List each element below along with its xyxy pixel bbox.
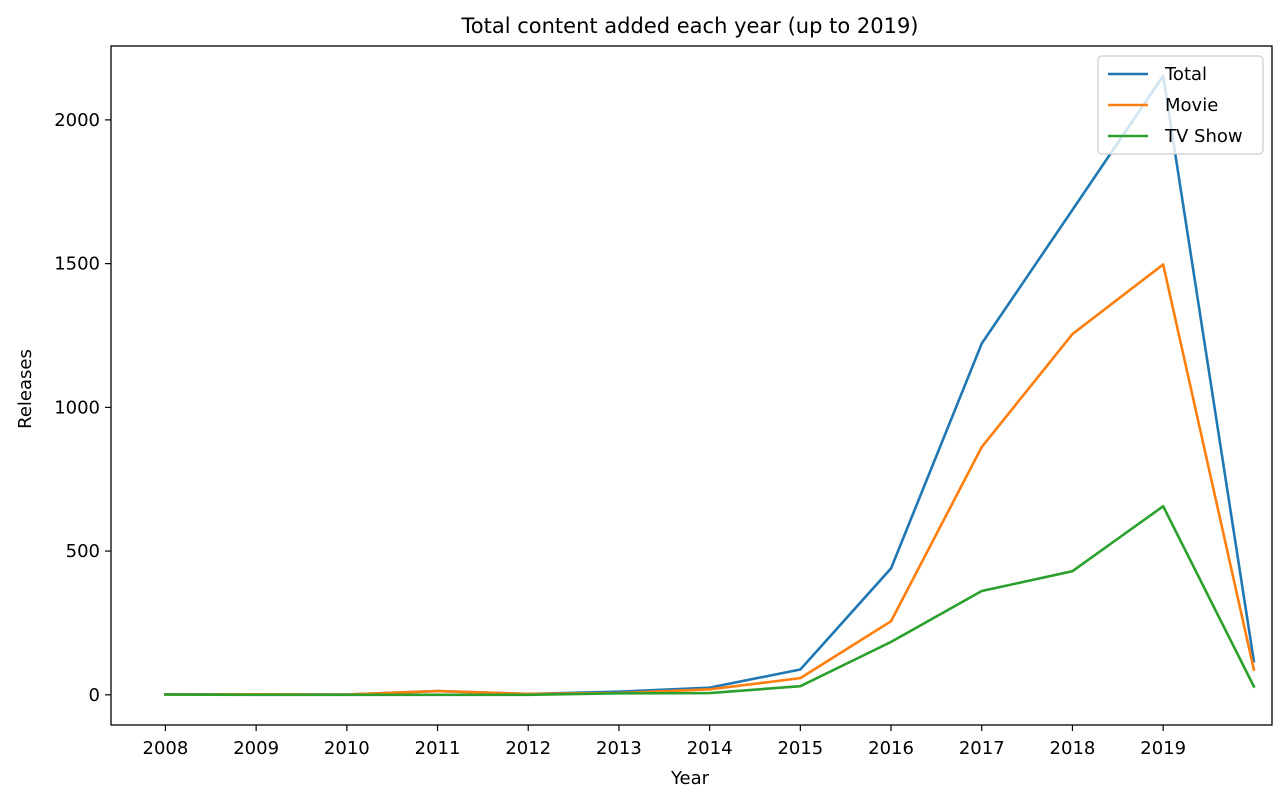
x-tick-label: 2013: [596, 738, 642, 759]
x-tick-label: 2019: [1140, 738, 1186, 759]
x-tick-label: 2014: [687, 738, 733, 759]
axis-ticks: 2008 2009 2010 2011 2012 2013 2014 2015 2016 2017…: [54, 110, 1186, 759]
legend-label: Movie: [1165, 95, 1218, 116]
x-axis-label: Year: [670, 768, 710, 789]
chart-title: Total content added each year (up to 201…: [461, 14, 919, 38]
y-tick-label: 0: [89, 685, 100, 706]
x-tick-label: 2009: [233, 738, 279, 759]
x-tick-label: 2017: [959, 738, 1005, 759]
series-line-tv-show: [164, 504, 1256, 697]
x-tick-label: 2016: [868, 738, 914, 759]
y-tick-label: 1500: [54, 254, 100, 275]
y-axis-label: Releases: [15, 349, 36, 429]
y-tick-label: 500: [66, 541, 100, 562]
x-tick-label: 2011: [415, 738, 461, 759]
legend-box: [1097, 55, 1264, 155]
series-lines: [164, 74, 1256, 697]
y-tick-label: 2000: [54, 110, 100, 131]
x-tick-label: 2015: [777, 738, 823, 759]
x-tick-label: 2018: [1050, 738, 1096, 759]
legend-label: TV Show: [1164, 126, 1243, 147]
x-tick-label: 2012: [505, 738, 551, 759]
x-tick-label: 2008: [143, 738, 189, 759]
plot-frame: [110, 45, 1273, 726]
x-tick-label: 2010: [324, 738, 370, 759]
legend-label: Total: [1164, 64, 1207, 85]
legend: Total Movie TV Show: [1097, 55, 1264, 155]
y-tick-label: 1000: [54, 397, 100, 418]
